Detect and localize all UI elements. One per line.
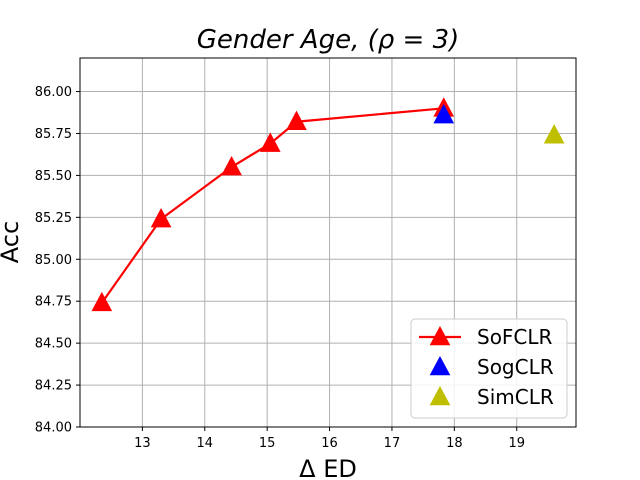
data-point xyxy=(286,110,307,131)
data-point xyxy=(221,155,242,176)
data-point xyxy=(259,132,281,152)
y-tick-label: 85.50 xyxy=(35,169,72,184)
y-tick-label: 85.75 xyxy=(35,127,72,142)
y-tick-label: 84.75 xyxy=(35,295,72,310)
data-point xyxy=(150,207,172,228)
x-tick-label: 17 xyxy=(384,436,401,451)
y-tick-label: 84.00 xyxy=(35,421,72,436)
legend: SoFCLR SogCLR SimCLR xyxy=(410,318,568,419)
legend-marker xyxy=(429,355,451,376)
legend-label: SoFCLR xyxy=(477,325,553,349)
x-tick-label: 18 xyxy=(446,436,463,451)
series-simclr xyxy=(543,124,565,144)
data-point xyxy=(433,103,455,124)
x-tick-label: 15 xyxy=(259,436,276,451)
y-tick-label: 84.25 xyxy=(35,379,72,394)
data-point xyxy=(543,124,565,144)
legend-label: SogCLR xyxy=(477,355,554,379)
grid xyxy=(80,58,576,428)
y-axis-label: Acc xyxy=(0,221,24,263)
y-tick-label: 85.00 xyxy=(35,253,72,268)
legend-item: SogCLR xyxy=(429,355,554,379)
y-tick-label: 85.25 xyxy=(35,211,72,226)
x-axis-label: Δ ED xyxy=(299,455,357,480)
legend-label: SimCLR xyxy=(477,385,554,409)
x-tick-label: 19 xyxy=(508,436,525,451)
legend-marker xyxy=(429,385,451,406)
chart-title: Gender Age, (ρ = 3) xyxy=(197,25,460,55)
legend-box xyxy=(410,318,568,419)
x-axis: 13 14 15 16 17 18 19 xyxy=(134,427,525,451)
x-tick-label: 13 xyxy=(134,436,151,451)
data-point xyxy=(91,291,113,312)
x-tick-label: 16 xyxy=(321,436,338,451)
series-line xyxy=(100,107,444,304)
y-tick-label: 84.50 xyxy=(35,337,72,352)
y-tick-label: 86.00 xyxy=(35,85,72,100)
plot-area xyxy=(79,57,577,428)
legend-item: SimCLR xyxy=(429,385,554,409)
legend-item: SoFCLR xyxy=(419,325,553,349)
series-sogclr xyxy=(433,103,455,124)
legend-marker xyxy=(429,325,451,346)
series-sofclr xyxy=(91,97,455,312)
y-axis: 84.00 84.25 84.50 84.75 85.00 85.25 85.50 85.75… xyxy=(35,85,80,436)
x-tick-label: 14 xyxy=(197,436,214,451)
series-layer xyxy=(91,97,565,312)
